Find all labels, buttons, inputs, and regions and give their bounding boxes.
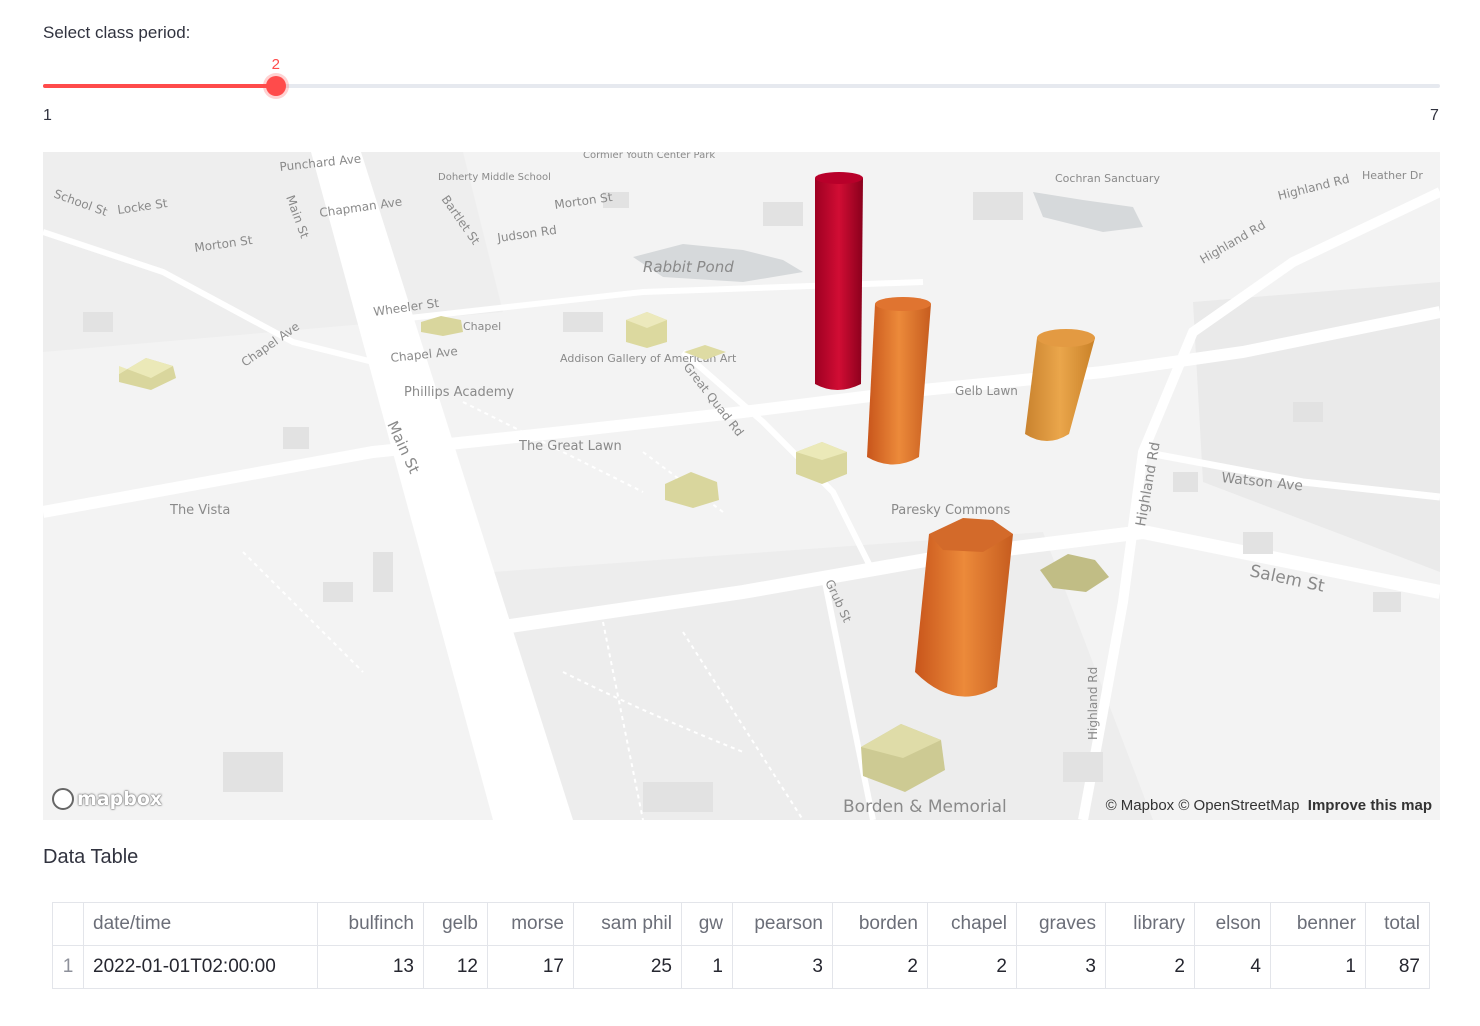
column-header[interactable]: library [1105,902,1195,946]
column-header[interactable]: sam phil [573,902,682,946]
column-header[interactable]: date/time [83,902,318,946]
road [43,306,1440,518]
label-heather-dr: Heather Dr [1362,169,1423,182]
table-row[interactable]: 1 2022-01-01T02:00:00 13 12 17 25 1 3 2 … [52,945,1430,989]
column-header[interactable]: gw [681,902,733,946]
class-period-slider[interactable] [43,76,1440,96]
column-bar[interactable] [915,518,1013,697]
data-table-title: Data Table [43,846,139,868]
table-cell[interactable]: 2022-01-01T02:00:00 [83,945,318,989]
column-header[interactable]: graves [1016,902,1106,946]
table-cell[interactable]: 1 [1270,945,1366,989]
slider-fill [43,84,276,88]
column-header[interactable]: benner [1270,902,1366,946]
slider-min-label: 1 [43,107,52,124]
table-cell[interactable]: 87 [1365,945,1430,989]
column-header[interactable]: borden [832,902,928,946]
hex-marker[interactable] [665,472,719,508]
slider-thumb[interactable] [265,76,286,96]
mapbox-mark-icon [52,788,74,810]
label-chapel: Chapel [463,320,501,333]
column-bar[interactable] [815,172,863,390]
label-the-great-lawn: The Great Lawn [518,439,622,454]
column-bar[interactable] [1025,329,1095,441]
label-rabbit-pond: Rabbit Pond [643,258,734,276]
row-index: 1 [52,945,84,989]
hex-marker[interactable] [1040,554,1109,592]
label-cochran-sanctuary: Cochran Sanctuary [1055,172,1160,185]
table-cell[interactable]: 25 [573,945,682,989]
improve-map-link[interactable]: Improve this map [1307,797,1432,814]
label-phillips-academy: Phillips Academy [404,385,514,400]
label-doherty-middle-school: Doherty Middle School [438,172,551,183]
hex-marker[interactable] [861,724,945,792]
data-table[interactable]: date/time bulfinch gelb morse sam phil g… [52,902,1430,989]
table-cell[interactable]: 2 [927,945,1017,989]
table-cell[interactable]: 2 [832,945,928,989]
deck-map[interactable]: Punchard Ave Locke St Main St Chapman Av… [43,152,1440,820]
column-header[interactable]: chapel [927,902,1017,946]
table-cell[interactable]: 13 [317,945,424,989]
column-header[interactable]: total [1365,902,1430,946]
column-header[interactable]: elson [1194,902,1271,946]
hex-marker[interactable] [421,316,463,336]
table-cell[interactable]: 17 [487,945,574,989]
hex-marker[interactable] [626,312,667,348]
slider-label: Select class period: [43,23,191,42]
label-cormier-youth-center-park: Cormier Youth Center Park [583,152,715,161]
tall-columns[interactable] [815,172,1095,697]
column-header[interactable]: morse [487,902,574,946]
label-the-vista: The Vista [169,503,230,518]
index-header [52,902,84,946]
watson-ave-road [1142,448,1440,501]
mapbox-logo-text: mapbox [77,788,163,810]
slider-current-value: 2 [271,56,280,73]
table-cell[interactable]: 2 [1105,945,1195,989]
hex-marker[interactable] [119,358,176,390]
label-borden-memorial: Borden & Memorial [843,797,1007,817]
column-header[interactable]: gelb [423,902,488,946]
water-body [1033,192,1143,232]
attribution-text[interactable]: © Mapbox © OpenStreetMap [1105,797,1300,814]
table-header-row: date/time bulfinch gelb morse sam phil g… [52,902,1430,946]
mapbox-logo[interactable]: mapbox [52,788,162,810]
hex-marker[interactable] [684,345,726,360]
label-highland-rd-south: Highland Rd [1086,667,1100,740]
rabbit-pond-water [633,244,803,282]
hex-marker[interactable] [796,442,847,484]
buildings [83,192,1401,812]
table-cell[interactable]: 3 [1016,945,1106,989]
hex-markers[interactable] [119,312,1109,792]
label-locke-st: Locke St [116,196,168,217]
table-cell[interactable]: 3 [732,945,833,989]
map-canvas[interactable]: Punchard Ave Locke St Main St Chapman Av… [43,152,1440,820]
table-cell[interactable]: 4 [1194,945,1271,989]
slider-max-label: 7 [1430,107,1439,124]
label-gelb-lawn: Gelb Lawn [955,384,1018,398]
table-cell[interactable]: 12 [423,945,488,989]
label-paresky-commons: Paresky Commons [891,503,1010,518]
map-attribution: © Mapbox © OpenStreetMap Improve this ma… [1106,797,1432,814]
column-header[interactable]: bulfinch [317,902,424,946]
table-cell[interactable]: 1 [681,945,733,989]
column-header[interactable]: pearson [732,902,833,946]
road [43,229,374,365]
column-bar[interactable] [867,297,931,465]
